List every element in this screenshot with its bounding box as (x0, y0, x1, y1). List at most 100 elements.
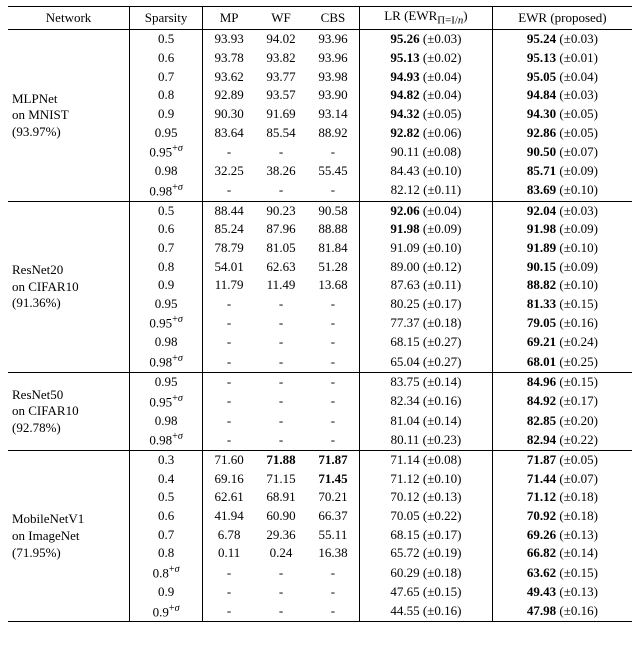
wf-cell: 93.57 (255, 86, 307, 105)
sparsity-cell: 0.95 (130, 124, 203, 143)
sparsity-cell: 0.5 (130, 488, 203, 507)
sparsity-cell: 0.95+σ (130, 142, 203, 162)
sparsity-cell: 0.8+σ (130, 563, 203, 583)
sparsity-cell: 0.9 (130, 105, 203, 124)
ewr-cell: 70.92 (±0.18) (492, 507, 632, 526)
cbs-cell: 55.11 (307, 526, 360, 545)
table-row: ResNet20on CIFAR10(91.36%)0.588.4490.239… (8, 201, 632, 220)
wf-cell: - (255, 563, 307, 583)
ewr-cell: 68.01 (±0.25) (492, 352, 632, 372)
wf-cell: 38.26 (255, 162, 307, 181)
cbs-cell: - (307, 142, 360, 162)
sparsity-cell: 0.3 (130, 451, 203, 470)
sparsity-cell: 0.8 (130, 86, 203, 105)
table-body: MLPNeton MNIST(93.97%)0.593.9394.0293.96… (8, 30, 632, 622)
mp-cell: 93.93 (203, 30, 256, 49)
lr-cell: 71.12 (±0.10) (359, 470, 492, 489)
cbs-cell: 66.37 (307, 507, 360, 526)
sparsity-cell: 0.95 (130, 373, 203, 392)
ewr-cell: 81.33 (±0.15) (492, 295, 632, 314)
cbs-cell: - (307, 602, 360, 622)
network-cell: ResNet50on CIFAR10(92.78%) (8, 373, 130, 451)
col-mp: MP (203, 7, 256, 30)
lr-cell: 82.12 (±0.11) (359, 181, 492, 201)
sparsity-cell: 0.8 (130, 544, 203, 563)
lr-cell: 70.05 (±0.22) (359, 507, 492, 526)
cbs-cell: - (307, 181, 360, 201)
ewr-cell: 85.71 (±0.09) (492, 162, 632, 181)
ewr-cell: 83.69 (±0.10) (492, 181, 632, 201)
col-cbs: CBS (307, 7, 360, 30)
sparsity-cell: 0.98 (130, 412, 203, 431)
sparsity-cell: 0.6 (130, 49, 203, 68)
cbs-cell: - (307, 373, 360, 392)
mp-cell: 93.62 (203, 68, 256, 87)
lr-cell: 77.37 (±0.18) (359, 313, 492, 333)
cbs-cell: 93.96 (307, 30, 360, 49)
results-table: Network Sparsity MP WF CBS LR (EWRΠ=I/n)… (8, 6, 632, 622)
wf-cell: - (255, 142, 307, 162)
mp-cell: 90.30 (203, 105, 256, 124)
table-row: MobileNetV1on ImageNet(71.95%)0.371.6071… (8, 451, 632, 470)
network-cell: MobileNetV1on ImageNet(71.95%) (8, 451, 130, 622)
ewr-cell: 90.50 (±0.07) (492, 142, 632, 162)
ewr-cell: 66.82 (±0.14) (492, 544, 632, 563)
cbs-cell: 71.45 (307, 470, 360, 489)
cbs-cell: - (307, 412, 360, 431)
wf-cell: 71.88 (255, 451, 307, 470)
cbs-cell: - (307, 313, 360, 333)
mp-cell: - (203, 392, 256, 412)
network-cell: ResNet20on CIFAR10(91.36%) (8, 201, 130, 372)
mp-cell: 32.25 (203, 162, 256, 181)
mp-cell: 83.64 (203, 124, 256, 143)
wf-cell: - (255, 583, 307, 602)
wf-cell: - (255, 392, 307, 412)
lr-cell: 68.15 (±0.27) (359, 333, 492, 352)
mp-cell: 41.94 (203, 507, 256, 526)
lr-cell: 92.06 (±0.04) (359, 201, 492, 220)
wf-cell: 68.91 (255, 488, 307, 507)
sparsity-cell: 0.9 (130, 583, 203, 602)
ewr-cell: 71.87 (±0.05) (492, 451, 632, 470)
cbs-cell: 70.21 (307, 488, 360, 507)
lr-cell: 47.65 (±0.15) (359, 583, 492, 602)
ewr-cell: 88.82 (±0.10) (492, 276, 632, 295)
ewr-cell: 94.84 (±0.03) (492, 86, 632, 105)
wf-cell: 91.69 (255, 105, 307, 124)
cbs-cell: 51.28 (307, 258, 360, 277)
lr-cell: 80.25 (±0.17) (359, 295, 492, 314)
lr-cell: 89.00 (±0.12) (359, 258, 492, 277)
sparsity-cell: 0.98 (130, 333, 203, 352)
mp-cell: 6.78 (203, 526, 256, 545)
mp-cell: 78.79 (203, 239, 256, 258)
cbs-cell: - (307, 333, 360, 352)
results-table-container: Network Sparsity MP WF CBS LR (EWRΠ=I/n)… (0, 0, 640, 632)
wf-cell: 81.05 (255, 239, 307, 258)
lr-cell: 68.15 (±0.17) (359, 526, 492, 545)
wf-cell: - (255, 352, 307, 372)
sparsity-cell: 0.9+σ (130, 602, 203, 622)
lr-cell: 70.12 (±0.13) (359, 488, 492, 507)
wf-cell: - (255, 373, 307, 392)
mp-cell: - (203, 430, 256, 450)
cbs-cell: - (307, 563, 360, 583)
wf-cell: 93.77 (255, 68, 307, 87)
mp-cell: - (203, 181, 256, 201)
sparsity-cell: 0.95+σ (130, 313, 203, 333)
sparsity-cell: 0.98+σ (130, 430, 203, 450)
sparsity-cell: 0.9 (130, 276, 203, 295)
mp-cell: 71.60 (203, 451, 256, 470)
lr-cell: 60.29 (±0.18) (359, 563, 492, 583)
wf-cell: - (255, 295, 307, 314)
header-row: Network Sparsity MP WF CBS LR (EWRΠ=I/n)… (8, 7, 632, 30)
wf-cell: 60.90 (255, 507, 307, 526)
ewr-cell: 49.43 (±0.13) (492, 583, 632, 602)
ewr-cell: 95.05 (±0.04) (492, 68, 632, 87)
wf-cell: - (255, 181, 307, 201)
ewr-cell: 90.15 (±0.09) (492, 258, 632, 277)
col-network: Network (8, 7, 130, 30)
mp-cell: 0.11 (203, 544, 256, 563)
lr-cell: 84.43 (±0.10) (359, 162, 492, 181)
ewr-cell: 79.05 (±0.16) (492, 313, 632, 333)
wf-cell: - (255, 412, 307, 431)
